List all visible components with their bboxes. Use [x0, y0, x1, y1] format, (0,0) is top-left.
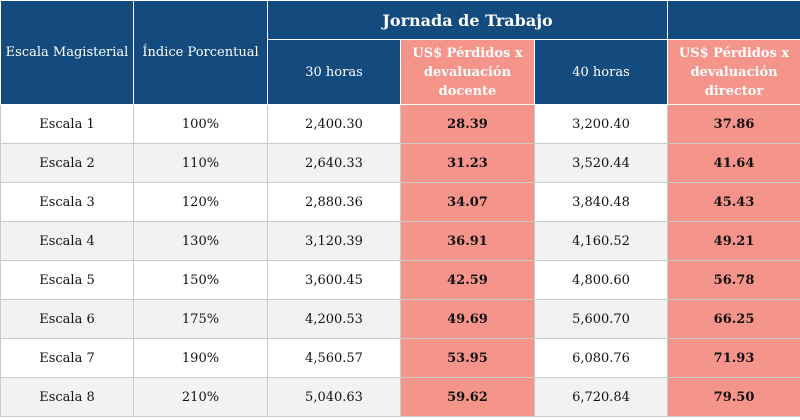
cell-40h: 6,720.84 — [533, 377, 669, 417]
cell-40h: 4,160.52 — [533, 221, 669, 261]
cell-index: 130% — [133, 221, 268, 261]
cell-scale: Escala 5 — [0, 260, 134, 300]
table-row: Escala 2 110% 2,640.33 31.23 3,520.44 41.64 — [0, 143, 800, 183]
cell-30h: 3,120.39 — [267, 221, 401, 261]
cell-index: 100% — [133, 104, 268, 144]
cell-loss-teacher: 36.91 — [400, 221, 535, 261]
cell-scale: Escala 4 — [0, 221, 134, 261]
table-body: Escala 1 100% 2,400.30 28.39 3,200.40 37.86 Es… — [0, 104, 800, 417]
cell-loss-teacher: 49.69 — [400, 299, 535, 339]
table-row: Escala 6 175% 4,200.53 49.69 5,600.70 66.25 — [0, 299, 800, 339]
cell-loss-director: 49.21 — [667, 221, 800, 261]
cell-scale: Escala 8 — [0, 377, 134, 417]
table-row: Escala 4 130% 3,120.39 36.91 4,160.52 49.21 — [0, 221, 800, 261]
header-scale: Escala Magisterial — [0, 0, 134, 105]
header-index: Índice Porcentual — [133, 0, 268, 105]
cell-30h: 2,400.30 — [267, 104, 401, 144]
cell-30h: 5,040.63 — [267, 377, 401, 417]
header-group-title: Jornada de Trabajo — [266, 0, 669, 40]
table-row: Escala 8 210% 5,040.63 59.62 6,720.84 79.50 — [0, 377, 800, 417]
cell-loss-teacher: 42.59 — [400, 260, 535, 300]
header-group-blank — [667, 0, 800, 40]
cell-loss-director: 41.64 — [667, 143, 800, 183]
cell-30h: 3,600.45 — [267, 260, 401, 300]
cell-40h: 3,200.40 — [533, 104, 669, 144]
header-loss-teacher: US$ Pérdidos x devaluación docente — [400, 39, 535, 105]
cell-30h: 4,200.53 — [267, 299, 401, 339]
cell-40h: 6,080.76 — [533, 338, 669, 378]
cell-loss-director: 56.78 — [667, 260, 800, 300]
cell-scale: Escala 6 — [0, 299, 134, 339]
header-30h: 30 horas — [267, 39, 401, 105]
cell-scale: Escala 2 — [0, 143, 134, 183]
cell-index: 210% — [133, 377, 268, 417]
cell-scale: Escala 3 — [0, 182, 134, 222]
cell-loss-teacher: 34.07 — [400, 182, 535, 222]
table-row: Escala 1 100% 2,400.30 28.39 3,200.40 37.86 — [0, 104, 800, 144]
header-loss-director: US$ Pérdidos x devaluación director — [667, 39, 800, 105]
table-row: Escala 3 120% 2,880.36 34.07 3,840.48 45.43 — [0, 182, 800, 222]
cell-index: 190% — [133, 338, 268, 378]
cell-index: 150% — [133, 260, 268, 300]
table-row: Escala 5 150% 3,600.45 42.59 4,800.60 56.78 — [0, 260, 800, 300]
cell-30h: 2,880.36 — [267, 182, 401, 222]
cell-30h: 4,560.57 — [267, 338, 401, 378]
cell-40h: 5,600.70 — [533, 299, 669, 339]
cell-loss-teacher: 53.95 — [400, 338, 535, 378]
cell-40h: 3,840.48 — [533, 182, 669, 222]
cell-loss-teacher: 28.39 — [400, 104, 535, 144]
table-row: Escala 7 190% 4,560.57 53.95 6,080.76 71.93 — [0, 338, 800, 378]
cell-loss-director: 71.93 — [667, 338, 800, 378]
cell-index: 110% — [133, 143, 268, 183]
cell-loss-teacher: 59.62 — [400, 377, 535, 417]
cell-scale: Escala 1 — [0, 104, 134, 144]
cell-scale: Escala 7 — [0, 338, 134, 378]
header-40h: 40 horas — [533, 39, 669, 105]
cell-index: 175% — [133, 299, 268, 339]
cell-loss-director: 79.50 — [667, 377, 800, 417]
cell-loss-director: 45.43 — [667, 182, 800, 222]
cell-40h: 4,800.60 — [533, 260, 669, 300]
cell-loss-director: 66.25 — [667, 299, 800, 339]
cell-index: 120% — [133, 182, 268, 222]
cell-30h: 2,640.33 — [267, 143, 401, 183]
cell-40h: 3,520.44 — [533, 143, 669, 183]
cell-loss-director: 37.86 — [667, 104, 800, 144]
cell-loss-teacher: 31.23 — [400, 143, 535, 183]
